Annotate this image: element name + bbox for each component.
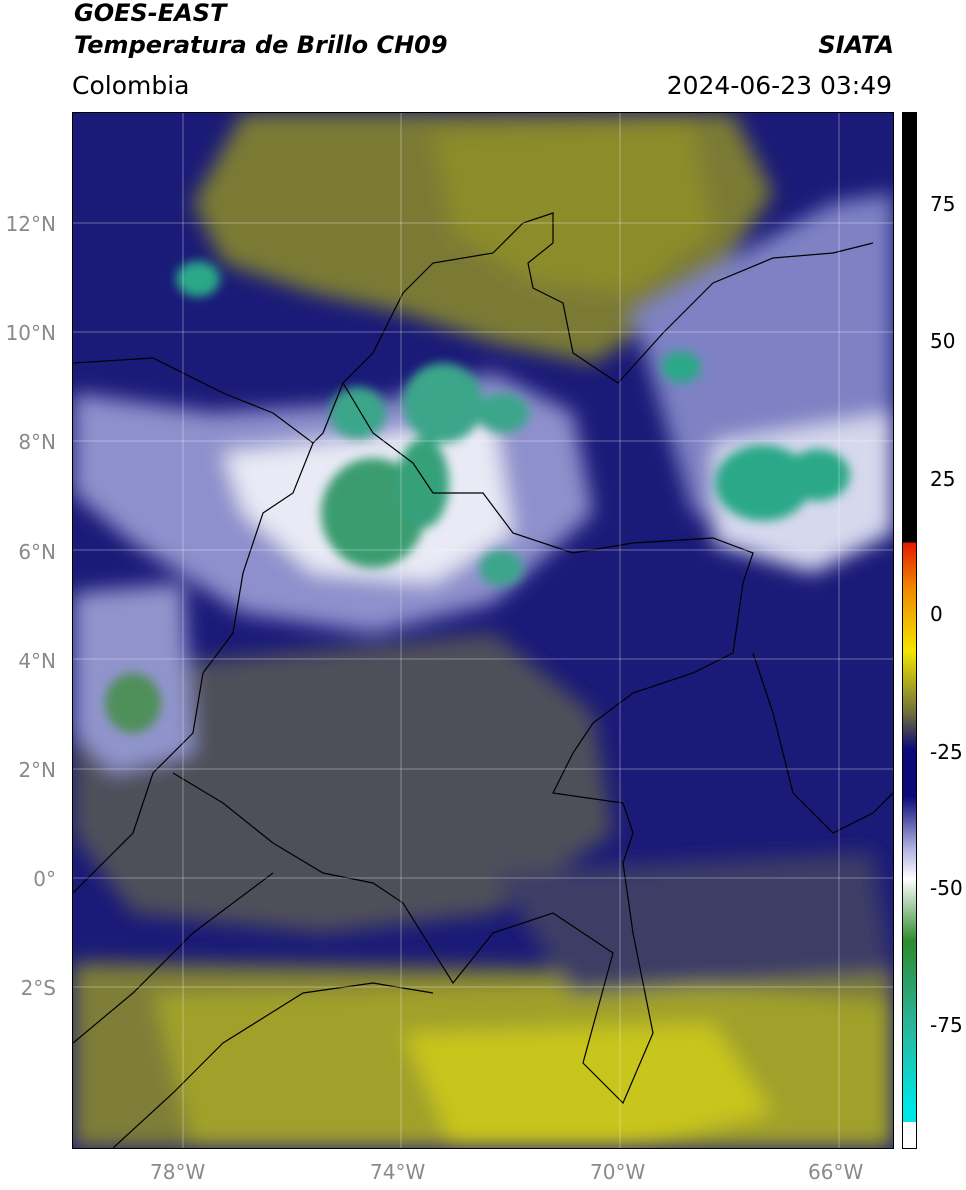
lat-tick-6n: 6°N [18,540,56,564]
colorbar [902,112,917,1149]
lat-tick-8n: 8°N [18,430,56,454]
borders [73,212,893,1148]
lon-tick-78w: 78°W [150,1160,206,1184]
colorbar-tick-75: 75 [930,192,956,216]
colorbar-tick-minus25: -25 [930,740,963,764]
lon-tick-66w: 66°W [808,1160,864,1184]
lat-tick-12n: 12°N [5,212,56,236]
brightness-temperature-map [72,112,894,1149]
lat-tick-2n: 2°N [18,758,56,782]
colorbar-tick-minus75: -75 [930,1013,963,1037]
satellite-title: GOES-EAST [74,0,227,27]
lon-tick-74w: 74°W [370,1160,426,1184]
convective-cores [105,261,850,733]
brand-label: SIATA [818,31,894,59]
timestamp-label: 2024-06-23 03:49 [666,71,892,100]
colorbar-tick-50: 50 [930,329,956,353]
cloud-field [73,113,893,1148]
region-label: Colombia [72,71,190,100]
colorbar-tick-25: 25 [930,467,956,491]
lat-tick-4n: 4°N [18,649,56,673]
map-canvas [73,113,893,1148]
lon-tick-70w: 70°W [590,1160,646,1184]
colorbar-tick-0: 0 [930,602,943,626]
graticule [73,113,893,1148]
product-title: Temperatura de Brillo CH09 [74,31,448,59]
lat-tick-2s: 2°S [20,976,56,1000]
lat-tick-0: 0° [33,867,56,891]
colorbar-tick-minus50: -50 [930,876,963,900]
lat-tick-10n: 10°N [5,321,56,345]
